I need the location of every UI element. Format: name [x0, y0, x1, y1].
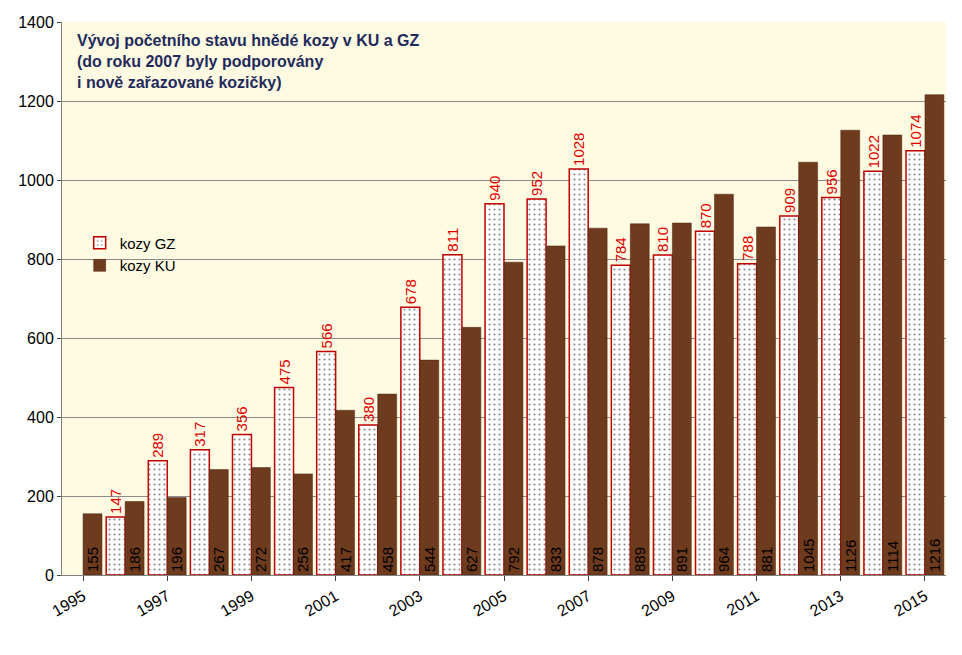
svg-text:Vývoj početního stavu hnědé ko: Vývoj početního stavu hnědé kozy v KU a …: [77, 32, 420, 91]
svg-text:1995: 1995: [49, 587, 88, 620]
svg-text:400: 400: [27, 409, 54, 426]
svg-text:909: 909: [781, 188, 798, 213]
svg-text:881: 881: [758, 547, 775, 572]
svg-text:0: 0: [45, 567, 54, 584]
svg-text:2009: 2009: [639, 587, 678, 620]
svg-text:678: 678: [402, 279, 419, 304]
svg-text:2007: 2007: [554, 587, 593, 620]
svg-text:792: 792: [505, 547, 522, 572]
svg-text:2003: 2003: [386, 587, 425, 620]
svg-text:1114: 1114: [884, 541, 901, 572]
svg-text:1400: 1400: [18, 14, 54, 31]
svg-text:964: 964: [715, 547, 732, 572]
svg-text:811: 811: [444, 228, 461, 252]
svg-text:544: 544: [421, 547, 438, 572]
svg-text:940: 940: [486, 176, 503, 201]
svg-text:417: 417: [337, 547, 354, 572]
svg-text:1997: 1997: [133, 587, 172, 620]
svg-text:475: 475: [276, 359, 293, 384]
svg-text:870: 870: [697, 203, 714, 228]
svg-text:147: 147: [107, 489, 124, 514]
svg-text:952: 952: [528, 171, 545, 196]
svg-text:2015: 2015: [891, 587, 930, 620]
svg-text:356: 356: [233, 406, 250, 431]
svg-text:380: 380: [360, 397, 377, 422]
svg-text:200: 200: [27, 488, 54, 505]
svg-text:155: 155: [84, 547, 101, 572]
svg-text:2005: 2005: [470, 587, 509, 620]
svg-text:600: 600: [27, 330, 54, 347]
svg-text:810: 810: [654, 227, 671, 252]
svg-text:272: 272: [252, 547, 269, 572]
svg-text:2013: 2013: [807, 587, 846, 620]
svg-text:878: 878: [589, 547, 606, 572]
svg-text:889: 889: [631, 547, 648, 572]
svg-text:1028: 1028: [570, 133, 587, 166]
svg-text:196: 196: [168, 547, 185, 572]
svg-text:1022: 1022: [865, 135, 882, 168]
svg-text:1074: 1074: [907, 114, 924, 147]
svg-text:kozy KU: kozy KU: [120, 257, 176, 274]
svg-text:458: 458: [379, 547, 396, 572]
svg-text:566: 566: [318, 323, 335, 348]
svg-text:267: 267: [210, 547, 227, 572]
svg-text:1000: 1000: [18, 172, 54, 189]
svg-text:1045: 1045: [800, 539, 817, 572]
svg-text:kozy GZ: kozy GZ: [120, 235, 176, 252]
svg-text:186: 186: [126, 547, 143, 572]
svg-text:784: 784: [612, 237, 629, 262]
svg-text:2011: 2011: [724, 587, 762, 619]
svg-text:256: 256: [294, 547, 311, 572]
svg-text:627: 627: [463, 547, 480, 572]
svg-text:1126: 1126: [842, 540, 859, 572]
svg-text:289: 289: [149, 433, 166, 458]
svg-text:317: 317: [191, 422, 208, 447]
svg-text:788: 788: [739, 236, 756, 261]
svg-text:1999: 1999: [218, 587, 257, 620]
svg-text:956: 956: [823, 169, 840, 194]
svg-text:1216: 1216: [926, 539, 943, 572]
svg-text:1200: 1200: [18, 93, 54, 110]
svg-text:891: 891: [673, 547, 690, 572]
svg-text:800: 800: [27, 251, 54, 268]
svg-text:2001: 2001: [302, 587, 341, 620]
svg-text:833: 833: [547, 547, 564, 572]
